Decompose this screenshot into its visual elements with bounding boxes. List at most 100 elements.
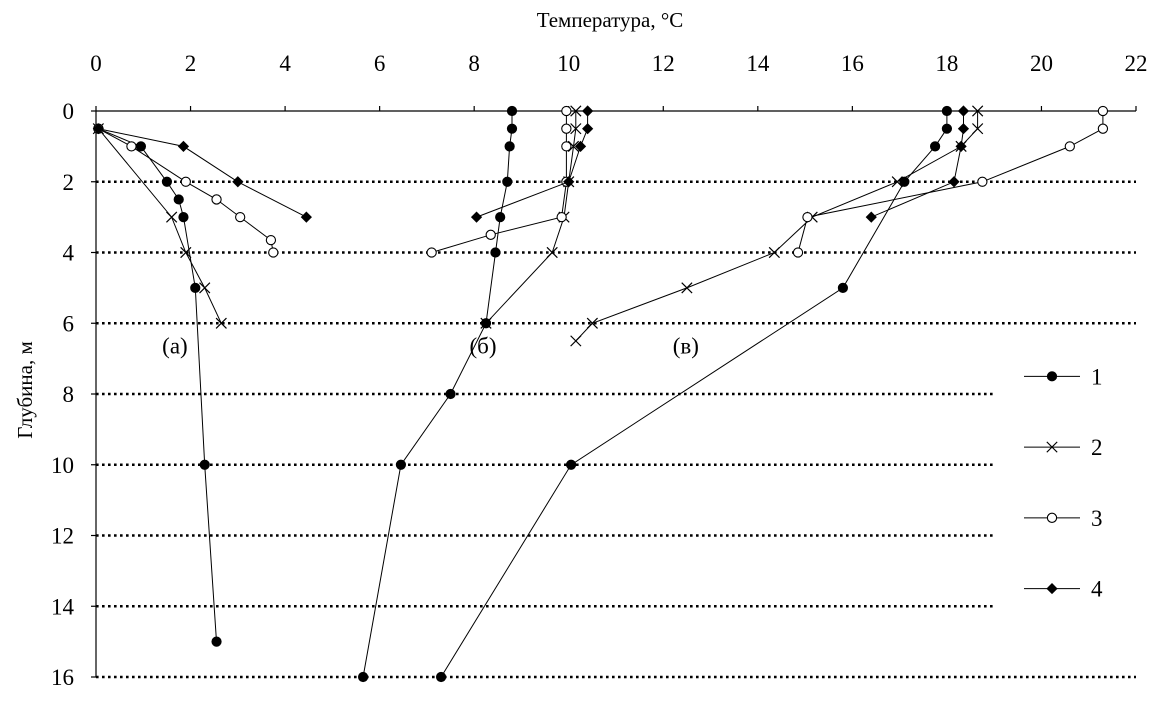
data-point-panel2-s1-5 (490, 247, 501, 258)
data-point-panel3-s1-1 (941, 123, 953, 134)
y-ticks: 0 2 4 6 8 10 12 14 16 (51, 99, 96, 690)
legend-marker-4 (1046, 582, 1058, 595)
data-point-panel3-s4-3 (948, 176, 960, 188)
data-point-panel3-s4-1 (957, 123, 970, 135)
series-line-panel1-s2 (98, 128, 222, 324)
data-point-panel3-s2-8 (570, 335, 582, 347)
data-point-panel1-s2-4 (215, 317, 227, 329)
data-point-panel3-s2-7 (586, 317, 598, 329)
data-point-panel3-s2-3 (891, 176, 903, 188)
data-point-panel2-s4-0 (582, 105, 594, 117)
series-line-panel1-s4 (98, 128, 307, 218)
data-point-panel3-s3-2 (1064, 141, 1075, 152)
series-line-panel1-s1 (98, 128, 217, 642)
data-point-panel3-s2-0 (972, 105, 984, 117)
data-point-panel3-s1-6 (435, 671, 447, 683)
data-point-panel2-s3-4 (556, 211, 567, 223)
data-point-panel3-s3-3 (977, 176, 988, 187)
data-point-panel3-s1-5 (565, 459, 577, 470)
panel-label-2: (б) (469, 333, 496, 358)
x-tick-label-22: 22 (1125, 51, 1148, 76)
data-point-panel2-s1-8 (395, 459, 407, 470)
data-point-panel3-s2-1 (972, 123, 984, 135)
data-point-panel1-s3-6 (268, 247, 279, 258)
panel-label-1: (а) (162, 333, 188, 358)
data-point-panel1-s4-1 (177, 140, 190, 152)
data-point-panel3-s3-0 (1097, 105, 1109, 117)
data-point-panel1-s3-1 (126, 141, 137, 152)
data-point-panel1-s4-0 (92, 123, 104, 135)
x-tick-label-10: 10 (557, 51, 580, 76)
data-point-panel1-s1-6 (199, 459, 210, 470)
legend-label-1: 1 (1091, 364, 1103, 389)
data-point-panel3-s1-4 (837, 282, 849, 293)
data-point-panel1-s1-1 (135, 141, 147, 152)
data-point-panel2-s3-0 (561, 105, 572, 117)
data-point-panel2-s3-5 (485, 229, 496, 240)
x-tick-label-0: 0 (90, 51, 102, 76)
data-point-panel1-s3-2 (180, 176, 191, 187)
x-tick-label-2: 2 (185, 51, 197, 76)
x-tick-label-16: 16 (841, 51, 864, 76)
y-tick-label-6: 6 (63, 311, 75, 336)
data-point-panel3-s3-1 (1097, 123, 1109, 134)
data-point-panel1-s1-5 (190, 282, 201, 293)
x-axis-title: Температура, °C (537, 8, 684, 32)
data-point-panel1-s2-2 (180, 246, 192, 259)
data-point-panel3-s4-2 (955, 140, 967, 152)
y-tick-label-0: 0 (63, 99, 75, 124)
data-point-panel1-s1-4 (178, 212, 189, 223)
legend: 1 2 3 4 (1024, 364, 1103, 602)
series-line-panel2-s1 (362, 111, 513, 678)
legend-marker-2 (1046, 441, 1058, 453)
data-point-panel2-s3-6 (426, 247, 437, 258)
data-point-panel2-s2-1 (570, 123, 582, 135)
x-tick-label-20: 20 (1030, 51, 1053, 76)
data-point-panel3-s2-5 (768, 246, 780, 259)
data-point-panel2-s1-1 (506, 123, 518, 134)
x-tick-label-14: 14 (746, 51, 770, 76)
y-tick-label-8: 8 (63, 382, 75, 407)
data-point-panel2-s4-2 (574, 140, 587, 152)
y-tick-label-2: 2 (63, 170, 75, 195)
data-point-panel1-s1-3 (173, 194, 184, 205)
data-point-panel3-s3-4 (802, 211, 813, 223)
data-point-panel1-s4-2 (232, 176, 244, 188)
legend-marker-1 (1046, 371, 1058, 382)
y-tick-label-14: 14 (51, 594, 75, 619)
data-point-panel2-s2-6 (480, 317, 492, 329)
x-tick-label-6: 6 (374, 51, 386, 76)
data-point-panel2-s2-0 (570, 105, 582, 117)
y-tick-label-10: 10 (51, 453, 74, 478)
data-point-panel1-s3-4 (235, 211, 246, 223)
y-tick-label-4: 4 (63, 241, 75, 266)
legend-label-4: 4 (1091, 577, 1103, 602)
data-point-panel2-s1-4 (495, 212, 506, 223)
data-series (92, 105, 1109, 683)
data-point-panel2-s1-2 (504, 141, 515, 152)
data-point-panel1-s2-1 (166, 211, 178, 223)
data-point-panel1-s2-3 (199, 282, 211, 294)
data-point-panel2-s4-1 (582, 123, 594, 135)
data-point-panel3-s3-5 (792, 247, 804, 258)
x-tick-label-12: 12 (652, 51, 675, 76)
data-point-panel1-s4-3 (300, 211, 312, 223)
legend-label-3: 3 (1091, 506, 1103, 531)
x-tick-label-18: 18 (935, 51, 958, 76)
data-point-panel2-s1-3 (502, 176, 513, 187)
data-point-panel2-s1-7 (445, 388, 456, 400)
data-point-panel1-s1-2 (161, 176, 173, 187)
y-tick-label-16: 16 (51, 665, 74, 690)
data-point-panel1-s3-5 (265, 234, 277, 246)
data-point-panel2-s3-2 (561, 141, 572, 152)
data-point-panel2-s4-3 (563, 176, 575, 188)
data-point-panel2-s1-0 (506, 105, 518, 117)
panel-labels: (а) (б) (в) (162, 333, 699, 358)
data-point-panel2-s1-9 (357, 671, 369, 683)
x-tick-label-8: 8 (468, 51, 480, 76)
data-point-panel3-s1-2 (929, 141, 941, 152)
data-point-panel3-s2-6 (681, 282, 693, 294)
legend-label-2: 2 (1091, 435, 1103, 460)
data-point-panel2-s4-4 (470, 211, 483, 223)
